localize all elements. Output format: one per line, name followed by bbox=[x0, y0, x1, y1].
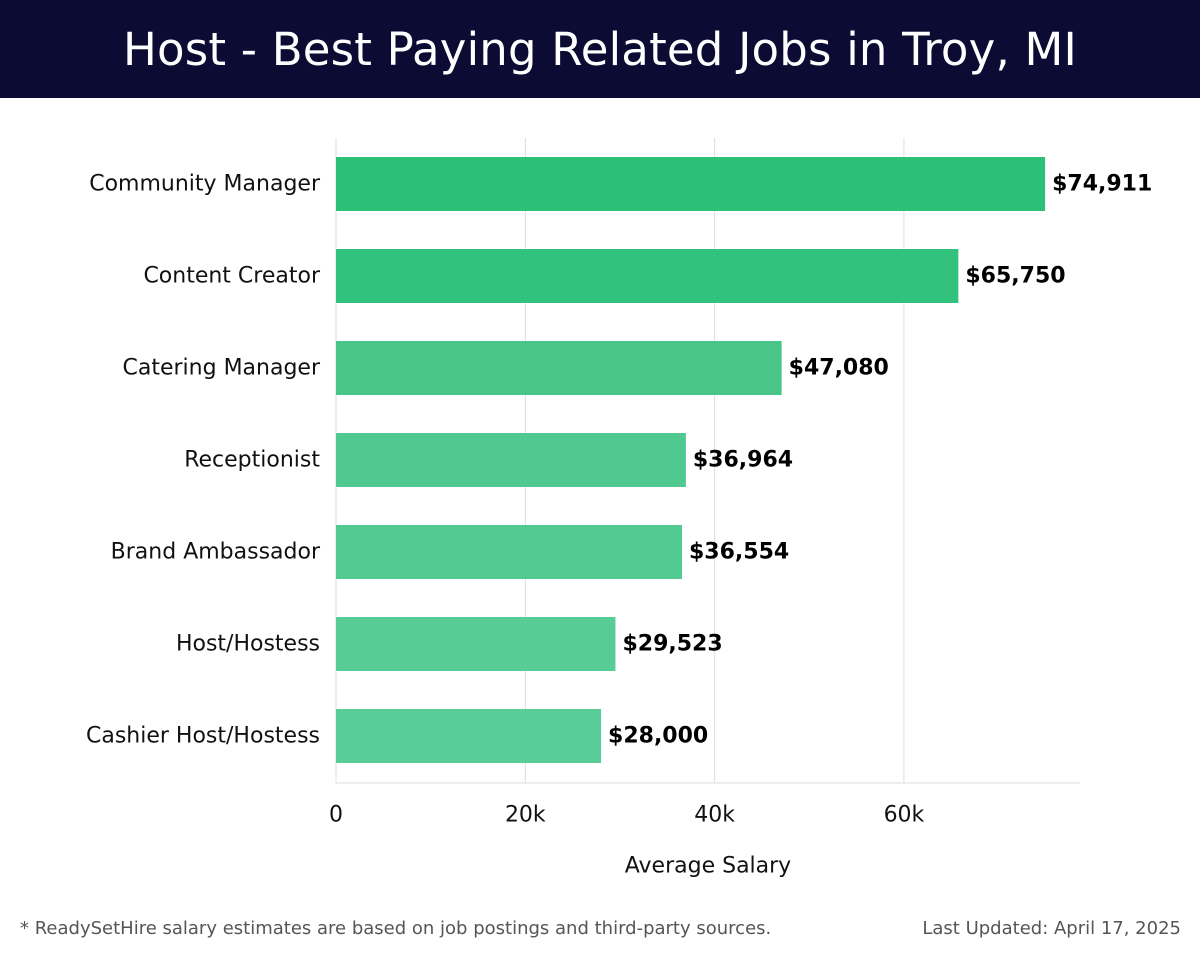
x-tick-label: 60k bbox=[884, 803, 925, 828]
value-label: $36,554 bbox=[689, 540, 789, 565]
bar bbox=[336, 433, 686, 487]
x-tick-label: 40k bbox=[694, 803, 735, 828]
category-label: Catering Manager bbox=[123, 356, 321, 381]
last-updated: Last Updated: April 17, 2025 bbox=[922, 918, 1181, 939]
value-label: $65,750 bbox=[965, 264, 1065, 289]
x-tick-label: 0 bbox=[329, 803, 343, 828]
value-label: $29,523 bbox=[622, 632, 722, 657]
bar bbox=[336, 157, 1046, 211]
bar bbox=[336, 525, 683, 579]
value-label: $36,964 bbox=[693, 448, 793, 473]
bar bbox=[336, 249, 959, 303]
source-footnote: * ReadySetHire salary estimates are base… bbox=[20, 918, 772, 939]
x-tick-label: 20k bbox=[505, 803, 546, 828]
bar bbox=[336, 617, 616, 671]
bar-chart: Community Manager $74,911 Content Creator $… bbox=[86, 138, 1152, 879]
value-label: $28,000 bbox=[608, 724, 708, 749]
category-label: Content Creator bbox=[143, 264, 321, 289]
category-label: Brand Ambassador bbox=[111, 540, 321, 565]
category-label: Community Manager bbox=[89, 172, 321, 197]
value-label: $74,911 bbox=[1052, 172, 1152, 197]
bar bbox=[336, 341, 782, 395]
category-label: Cashier Host/Hostess bbox=[86, 724, 320, 749]
title-bar: Host - Best Paying Related Jobs in Troy,… bbox=[0, 0, 1200, 98]
category-label: Receptionist bbox=[184, 448, 320, 473]
chart-title: Host - Best Paying Related Jobs in Troy,… bbox=[123, 22, 1077, 76]
bar bbox=[336, 709, 602, 763]
category-label: Host/Hostess bbox=[176, 632, 320, 657]
value-label: $47,080 bbox=[789, 356, 889, 381]
x-axis-title: Average Salary bbox=[625, 854, 791, 879]
